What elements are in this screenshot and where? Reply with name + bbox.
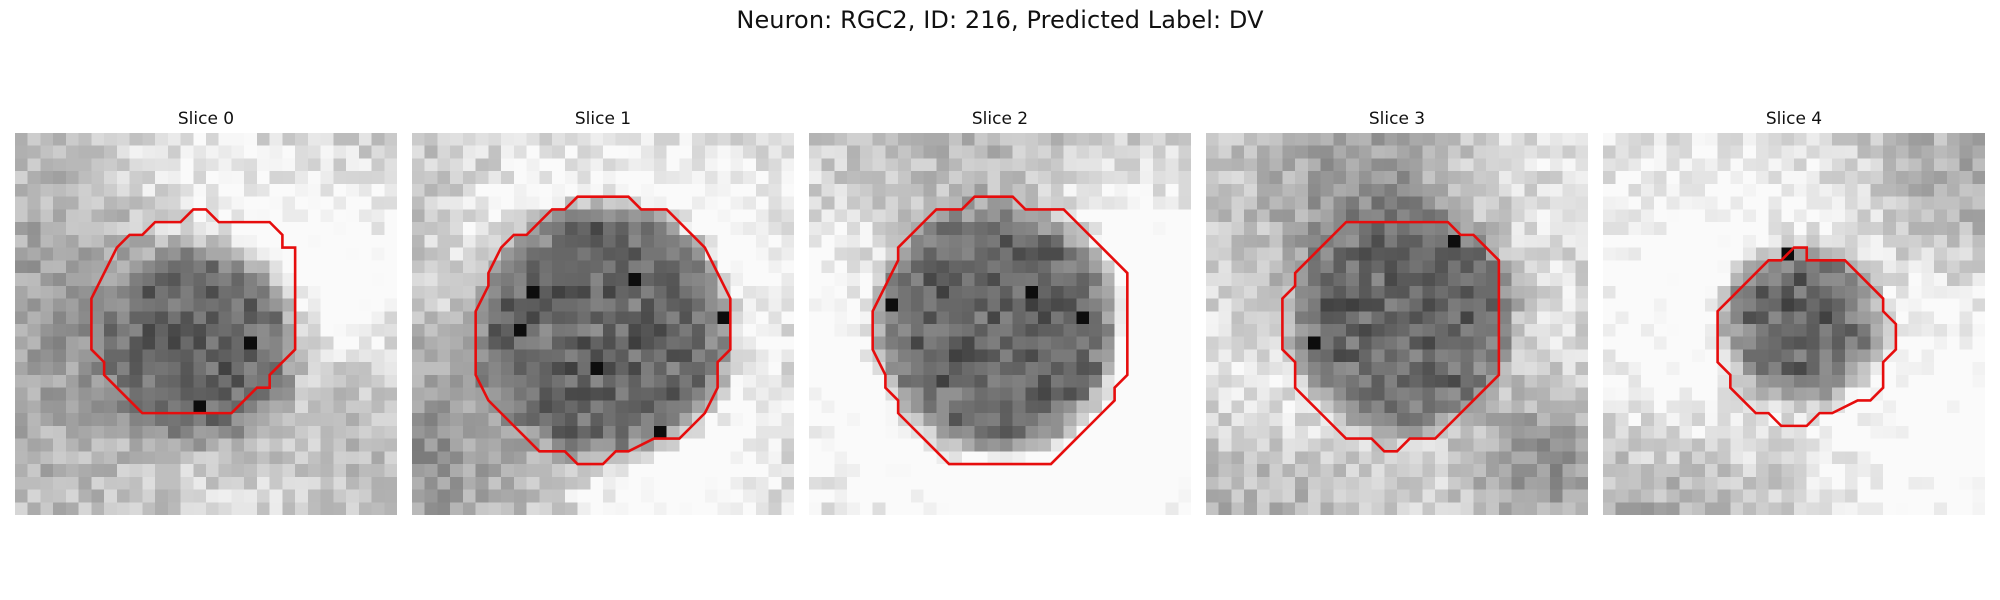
slice-panel-3: Slice 3 [1206,107,1588,517]
slice-panel-0: Slice 0 [15,107,397,517]
slice-title-1: Slice 1 [574,109,632,129]
slice-panel-4: Slice 4 [1603,107,1985,517]
slice-image-4 [1603,133,1985,515]
slice-title-3: Slice 3 [1368,109,1426,129]
slice-panel-1: Slice 1 [412,107,794,517]
slice-image-0 [15,133,397,515]
slice-title-2: Slice 2 [971,109,1029,129]
slice-title-4: Slice 4 [1765,109,1823,129]
slice-title-0: Slice 0 [177,109,235,129]
slice-image-2 [809,133,1191,515]
figure-title: Neuron: RGC2, ID: 216, Predicted Label: … [736,6,1264,34]
slice-panels: Slice 0 Slice 1 Slice 2 Slice 3 Slice 4 [15,107,1985,517]
slice-image-1 [412,133,794,515]
slice-image-3 [1206,133,1588,515]
slice-panel-2: Slice 2 [809,107,1191,517]
